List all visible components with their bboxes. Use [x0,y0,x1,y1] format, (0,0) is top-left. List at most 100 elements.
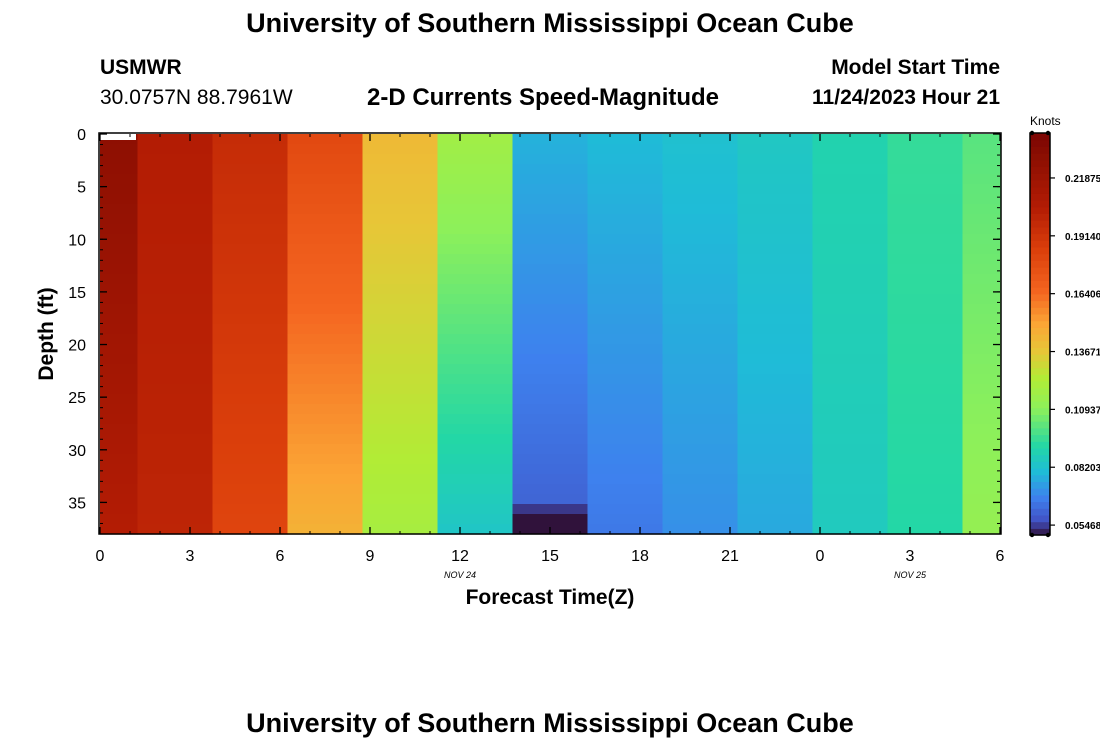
heatmap-cell [362,364,439,375]
heatmap-cell [587,514,664,525]
axis-ticks: 0 3 6 9 12 15 18 21 0 3 6 NOV 24 NOV 25 0 5 10 15 20 25 30 3… [68,127,1004,580]
heatmap-cell [887,184,964,195]
heatmap-cell [137,364,214,375]
heatmap-cell [662,184,739,195]
heatmap-cell [737,414,814,425]
heatmap-cell [962,214,1001,225]
heatmap-cell [812,424,889,435]
heatmap-cell [362,174,439,185]
colorbar-segment [1030,320,1050,328]
heatmap-cell [287,444,364,455]
heatmap-cell [962,294,1001,305]
heatmap-cell [437,414,514,425]
heatmap-cell [287,144,364,155]
heatmap-cell [287,274,364,285]
heatmap-cell [812,244,889,255]
heatmap-cell [137,484,214,495]
heatmap-cell [137,144,214,155]
heatmap-cell [512,404,589,415]
heatmap-cell [437,494,514,505]
heatmap-cell [737,344,814,355]
heatmap-cell [737,524,814,535]
heatmap-cell [512,254,589,265]
heatmap-cell [887,484,964,495]
heatmap-cell [287,464,364,475]
heatmap-cell [362,424,439,435]
colorbar-endpoint [1029,532,1035,538]
heatmap-cell [887,264,964,275]
heatmap-cell [587,354,664,365]
heatmap-cell [437,174,514,185]
heatmap-cell [662,514,739,525]
heatmap-cell [887,454,964,465]
date-label: NOV 24 [444,570,476,580]
heatmap-cell [512,514,589,525]
heatmap-cell [962,334,1001,345]
heatmap-cell [287,344,364,355]
colorbar-segment [1030,307,1050,315]
y-tick-label: 5 [77,180,86,197]
heatmap-cell [137,224,214,235]
heatmap-cell [962,154,1001,165]
heatmap-cell [662,224,739,235]
heatmap-cell [662,334,739,345]
heatmap-column [887,134,964,535]
colorbar-segment [1030,287,1050,295]
heatmap-cell [587,154,664,165]
heatmap-cell [100,354,139,365]
heatmap-cell [100,394,139,405]
heatmap-cell [212,444,289,455]
heatmap-cell [287,204,364,215]
heatmap-cell [812,294,889,305]
heatmap-cell [812,384,889,395]
heatmap-cell [737,244,814,255]
heatmap-cell [287,334,364,345]
heatmap-cell [587,284,664,295]
heatmap-cell [662,214,739,225]
heatmap-cell [962,424,1001,435]
heatmap-cell [287,364,364,375]
heatmap-cell [362,454,439,465]
heatmap-cell [100,314,139,325]
heatmap-cell [662,364,739,375]
heatmap-cell [512,494,589,505]
heatmap-cell [587,334,664,345]
heatmap-cell [437,274,514,285]
heatmap-cell [437,254,514,265]
heatmap-cell [812,444,889,455]
heatmap-cell [737,454,814,465]
heatmap-cell [287,454,364,465]
heatmap-cell [100,294,139,305]
heatmap-cell [587,464,664,475]
x-tick-label: 21 [721,548,739,565]
colorbar-segment [1030,173,1050,181]
heatmap-cell [737,224,814,235]
colorbar-frame [1029,132,1051,536]
heatmap-cell [887,234,964,245]
y-tick-label: 25 [68,390,86,407]
heatmap-cell [437,464,514,475]
heatmap-cell [512,174,589,185]
heatmap-cell [137,184,214,195]
heatmap-cell [737,484,814,495]
heatmap-cell [100,524,139,535]
heatmap-cell [887,324,964,335]
heatmap-cell [812,474,889,485]
heatmap-cell [212,434,289,445]
heatmap-cell [100,184,139,195]
heatmap-cell [812,324,889,335]
heatmap-cell [212,374,289,385]
heatmap-cell [662,314,739,325]
x-tick-label: 0 [816,548,825,565]
heatmap-cell [512,374,589,385]
heatmap-cell [887,504,964,515]
heatmap-cell [662,484,739,495]
heatmap-cell [737,194,814,205]
heatmap-cell [437,164,514,175]
heatmap-cell [362,214,439,225]
heatmap-cell [587,254,664,265]
page-title: University of Southern Mississippi Ocean… [246,8,854,38]
heatmap-cell [587,264,664,275]
heatmap-cell [137,394,214,405]
colorbar-segment [1030,461,1050,469]
